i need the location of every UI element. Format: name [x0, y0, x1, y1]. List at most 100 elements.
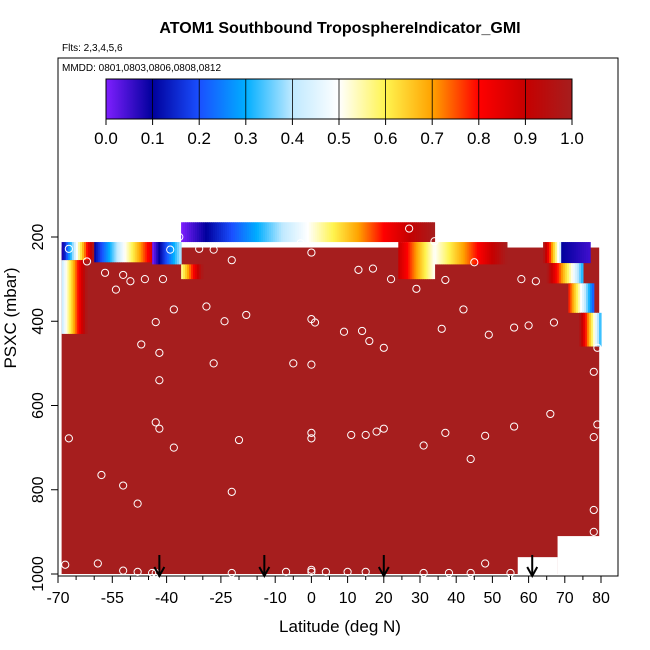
band-slice — [384, 222, 388, 243]
band-slice — [362, 222, 366, 243]
colorbar-tick-label: 0.6 — [374, 129, 398, 148]
band-slice — [134, 242, 138, 263]
band-slice — [585, 283, 589, 313]
plot-frame — [57, 57, 619, 577]
band-slice — [144, 242, 148, 263]
band-slice — [543, 242, 546, 264]
y-axis: 200 400 600 800 1000 — [30, 224, 58, 592]
band-slice — [118, 242, 122, 263]
band-slice — [426, 242, 430, 280]
band-slice — [181, 222, 184, 243]
band-slice — [174, 242, 178, 265]
x-tick-label: 0 — [307, 590, 316, 607]
band-slice — [398, 222, 402, 243]
x-axis: -70 -55 -40 -25 -10 0 10 20 30 40 50 60 70 80 — [46, 576, 610, 607]
band-slice — [410, 222, 414, 243]
band-slice — [422, 222, 426, 243]
sample-point — [354, 265, 363, 274]
sample-point — [531, 277, 540, 286]
band-slice — [574, 263, 578, 284]
band-slice — [324, 222, 328, 243]
band-slice — [589, 283, 593, 313]
band-slice — [488, 242, 492, 265]
band-slice — [120, 242, 124, 263]
band-slice — [400, 222, 404, 243]
band-slice — [286, 222, 290, 243]
band-slice — [472, 242, 476, 265]
band-slice — [124, 242, 128, 263]
band-slice — [61, 242, 65, 261]
band-slice — [160, 242, 164, 265]
band-slice — [572, 283, 575, 313]
band-slice — [69, 260, 72, 334]
band-slice — [274, 222, 278, 243]
band-slice — [114, 242, 118, 263]
sample-point — [466, 454, 475, 464]
band-slice — [574, 283, 577, 313]
colorbar-tick-label: 0.4 — [281, 129, 305, 148]
band-slice — [561, 242, 564, 264]
band-slice — [570, 283, 573, 313]
band-slice — [79, 260, 82, 334]
band-slice — [494, 242, 498, 265]
sample-point — [137, 340, 146, 349]
band-slice — [418, 242, 422, 280]
sample-point — [64, 434, 73, 443]
band-slice — [252, 222, 256, 243]
sample-point — [133, 499, 142, 508]
sample-point — [405, 224, 414, 233]
band-slice — [284, 222, 288, 243]
sample-point — [593, 420, 602, 429]
band-slice — [545, 242, 548, 264]
band-slice — [424, 222, 428, 243]
band-slice — [546, 263, 550, 284]
band-slice — [564, 263, 568, 284]
band-slice — [398, 242, 401, 280]
band-slice — [203, 222, 206, 243]
band-slice — [448, 242, 452, 265]
band-slice — [414, 242, 417, 280]
band-slice — [318, 222, 322, 243]
colorbar-tick-label: 0.3 — [234, 129, 258, 148]
band-slice — [568, 263, 572, 284]
sample-point — [343, 567, 352, 576]
band-slice — [368, 222, 372, 243]
band-slice — [478, 242, 482, 265]
sample-point — [169, 305, 178, 314]
band-slice — [404, 222, 408, 243]
band-slice — [430, 242, 434, 280]
band-slice — [292, 222, 296, 243]
band-slice — [268, 222, 272, 243]
colorbar-tick-label: 0.5 — [327, 129, 351, 148]
sample-point — [484, 330, 493, 339]
band-slice — [358, 222, 362, 243]
band-slice — [444, 242, 448, 265]
colorbar: 0.0 0.1 0.2 0.3 0.4 0.5 0.6 0.7 0.8 0.9 1.0 — [94, 78, 584, 148]
sample-point — [140, 275, 149, 284]
sample-point — [470, 258, 479, 267]
colorbar-tick-label: 0.0 — [94, 129, 118, 148]
band-slice — [246, 222, 250, 243]
field-cutout — [557, 536, 609, 575]
band-slice — [213, 222, 216, 243]
band-slice — [576, 283, 579, 313]
sample-point — [546, 409, 555, 419]
band-slice — [560, 263, 564, 284]
colorbar-tick-label: 0.8 — [467, 129, 491, 148]
band-slice — [248, 222, 252, 243]
band-slice — [562, 263, 566, 284]
band-slice — [183, 222, 186, 243]
band-slice — [106, 242, 109, 263]
band-slice — [450, 242, 454, 265]
x-tick-label: 20 — [375, 590, 393, 607]
band-slice — [466, 242, 470, 265]
band-slice — [264, 222, 268, 243]
band-slice — [328, 222, 332, 243]
band-slice — [490, 242, 494, 265]
band-slice — [462, 242, 466, 265]
band-slice — [63, 260, 67, 334]
band-slice — [199, 222, 202, 243]
y-tick-label: 400 — [30, 308, 47, 335]
band-slice — [138, 242, 142, 263]
